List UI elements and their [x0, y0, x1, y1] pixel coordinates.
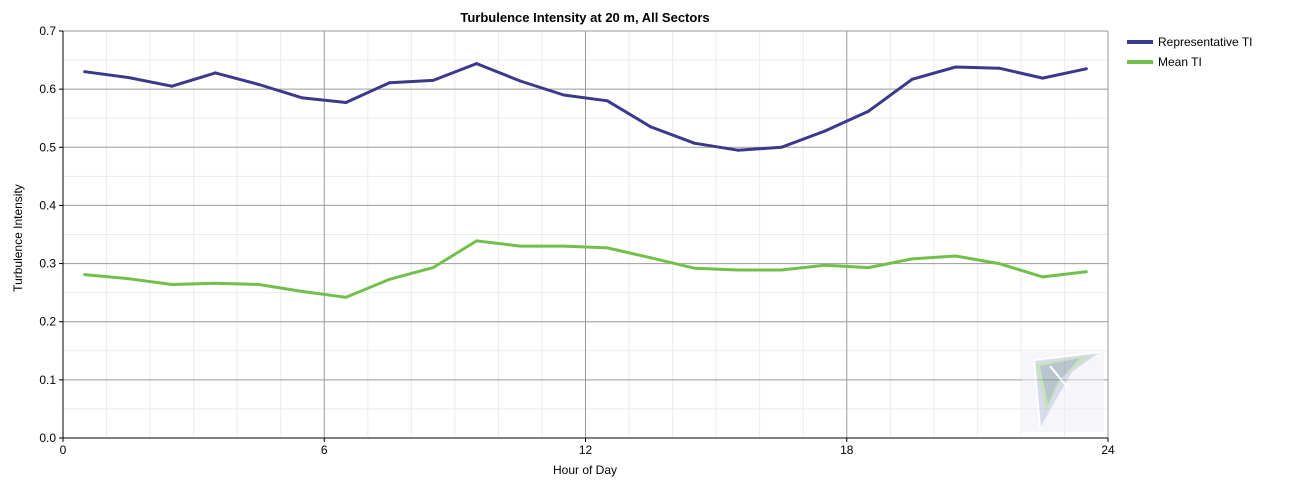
- data-point-series-1: [779, 145, 783, 149]
- data-point-series-1: [823, 129, 827, 133]
- data-point-series-2: [954, 254, 958, 258]
- y-tick-label: 0.1: [39, 373, 56, 387]
- data-point-series-1: [649, 125, 653, 129]
- data-point-series-1: [954, 65, 958, 69]
- x-tick-label: 24: [1101, 443, 1115, 457]
- y-tick-label: 0.6: [39, 82, 56, 96]
- y-tick-label: 0.2: [39, 315, 56, 329]
- data-point-series-1: [213, 71, 217, 75]
- data-point-series-2: [910, 257, 914, 261]
- x-tick-label: 6: [321, 443, 328, 457]
- data-point-series-2: [867, 266, 871, 270]
- data-point-series-2: [170, 283, 174, 287]
- x-tick-label: 0: [60, 443, 67, 457]
- data-point-series-2: [344, 295, 348, 299]
- series-line-1: [83, 62, 1088, 152]
- data-point-series-1: [562, 93, 566, 97]
- data-point-series-1: [431, 78, 435, 82]
- data-point-series-2: [126, 277, 130, 281]
- data-point-series-1: [736, 148, 740, 152]
- data-point-series-1: [910, 77, 914, 81]
- chart-title: Turbulence Intensity at 20 m, All Sector…: [460, 10, 709, 25]
- y-tick-label: 0.5: [39, 140, 56, 154]
- x-tick-label: 12: [579, 443, 593, 457]
- series-line-2: [83, 239, 1088, 299]
- data-point-series-2: [997, 262, 1001, 266]
- data-point-series-2: [83, 273, 87, 277]
- data-point-series-2: [562, 244, 566, 248]
- data-point-series-2: [475, 239, 479, 243]
- data-point-series-1: [300, 96, 304, 100]
- data-point-series-1: [692, 141, 696, 145]
- data-point-series-2: [388, 277, 392, 281]
- y-tick-label: 0.7: [39, 24, 56, 38]
- y-tick-label: 0.3: [39, 257, 56, 271]
- data-point-series-2: [1041, 275, 1045, 279]
- data-point-series-2: [605, 246, 609, 250]
- data-point-series-1: [1084, 67, 1088, 71]
- data-point-series-1: [518, 79, 522, 83]
- x-tick-label: 18: [840, 443, 854, 457]
- data-point-series-2: [213, 281, 217, 285]
- data-point-series-1: [867, 109, 871, 113]
- data-point-series-1: [126, 76, 130, 80]
- x-axis-label: Hour of Day: [553, 463, 617, 477]
- data-point-series-1: [475, 62, 479, 66]
- data-point-series-2: [692, 266, 696, 270]
- data-point-series-2: [431, 266, 435, 270]
- data-point-series-2: [736, 268, 740, 272]
- data-point-series-1: [1041, 76, 1045, 80]
- legend-label: Mean TI: [1158, 55, 1202, 69]
- y-tick-label: 0.0: [39, 431, 56, 445]
- y-tick-label: 0.4: [39, 198, 56, 212]
- logo-watermark-icon: [1022, 351, 1104, 432]
- data-point-series-1: [388, 81, 392, 85]
- data-point-series-1: [997, 66, 1001, 70]
- plot-area: 0 6 12 18 24 0.0 0.1 0.2 0.3 0.4 0.5 0.6 0.7: [39, 24, 1115, 457]
- data-point-series-2: [823, 263, 827, 267]
- legend: Representative TI Mean TI: [1127, 35, 1253, 69]
- data-point-series-2: [518, 244, 522, 248]
- data-point-series-2: [257, 283, 261, 287]
- legend-label: Representative TI: [1158, 35, 1253, 49]
- data-point-series-1: [344, 101, 348, 105]
- data-point-series-1: [605, 99, 609, 103]
- data-point-series-2: [649, 256, 653, 260]
- data-point-series-2: [300, 289, 304, 293]
- data-point-series-2: [1084, 270, 1088, 274]
- data-point-series-1: [83, 70, 87, 74]
- data-point-series-1: [170, 84, 174, 88]
- data-point-series-1: [257, 82, 261, 86]
- data-point-series-2: [779, 268, 783, 272]
- y-axis-label: Turbulence Intensity: [11, 184, 25, 292]
